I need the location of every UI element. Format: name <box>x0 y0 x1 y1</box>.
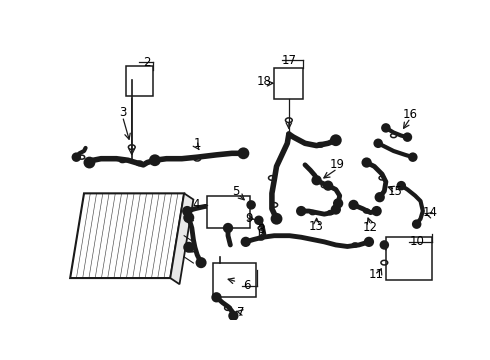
Circle shape <box>381 241 388 249</box>
Bar <box>214 263 256 297</box>
Text: 14: 14 <box>423 206 438 219</box>
Circle shape <box>239 148 248 158</box>
Circle shape <box>183 207 192 215</box>
Circle shape <box>331 135 341 145</box>
Circle shape <box>334 199 343 208</box>
Circle shape <box>397 182 405 189</box>
Text: 13: 13 <box>309 220 324 233</box>
Circle shape <box>73 153 80 161</box>
Circle shape <box>224 224 232 232</box>
Circle shape <box>409 153 416 161</box>
Text: 15: 15 <box>388 185 403 198</box>
Bar <box>386 237 432 280</box>
Circle shape <box>404 133 411 141</box>
Text: 1: 1 <box>194 137 201 150</box>
Text: 5: 5 <box>232 185 240 198</box>
Text: 2: 2 <box>144 56 151 69</box>
Circle shape <box>184 213 194 222</box>
Circle shape <box>372 207 381 215</box>
Circle shape <box>365 238 373 246</box>
Circle shape <box>150 155 160 165</box>
Circle shape <box>349 201 358 209</box>
Circle shape <box>196 258 206 267</box>
Circle shape <box>413 220 420 228</box>
Text: 18: 18 <box>257 75 271 88</box>
Text: 10: 10 <box>409 235 424 248</box>
Circle shape <box>324 181 332 190</box>
Circle shape <box>212 293 220 302</box>
Text: 3: 3 <box>119 106 126 119</box>
Circle shape <box>375 193 384 202</box>
Circle shape <box>247 201 255 209</box>
Circle shape <box>332 205 340 214</box>
Text: 8: 8 <box>257 223 265 236</box>
Circle shape <box>255 216 263 224</box>
Text: 6: 6 <box>244 279 251 292</box>
Text: 12: 12 <box>363 221 378 234</box>
Text: 7: 7 <box>237 306 245 319</box>
Circle shape <box>242 238 250 246</box>
Text: 11: 11 <box>369 268 384 281</box>
Polygon shape <box>70 193 184 278</box>
Bar <box>125 66 153 95</box>
Polygon shape <box>171 193 194 284</box>
Circle shape <box>312 176 321 184</box>
Text: 9: 9 <box>245 212 252 225</box>
Text: 4: 4 <box>192 198 199 211</box>
Circle shape <box>374 139 382 147</box>
Text: 19: 19 <box>330 158 345 171</box>
Circle shape <box>84 158 95 167</box>
Circle shape <box>382 124 390 132</box>
Text: 17: 17 <box>281 54 296 67</box>
Text: 16: 16 <box>403 108 418 121</box>
Circle shape <box>363 158 371 167</box>
Bar <box>274 68 303 99</box>
Circle shape <box>297 207 305 215</box>
Circle shape <box>184 243 194 252</box>
Circle shape <box>271 214 282 224</box>
Bar <box>207 195 249 228</box>
Circle shape <box>229 311 238 320</box>
